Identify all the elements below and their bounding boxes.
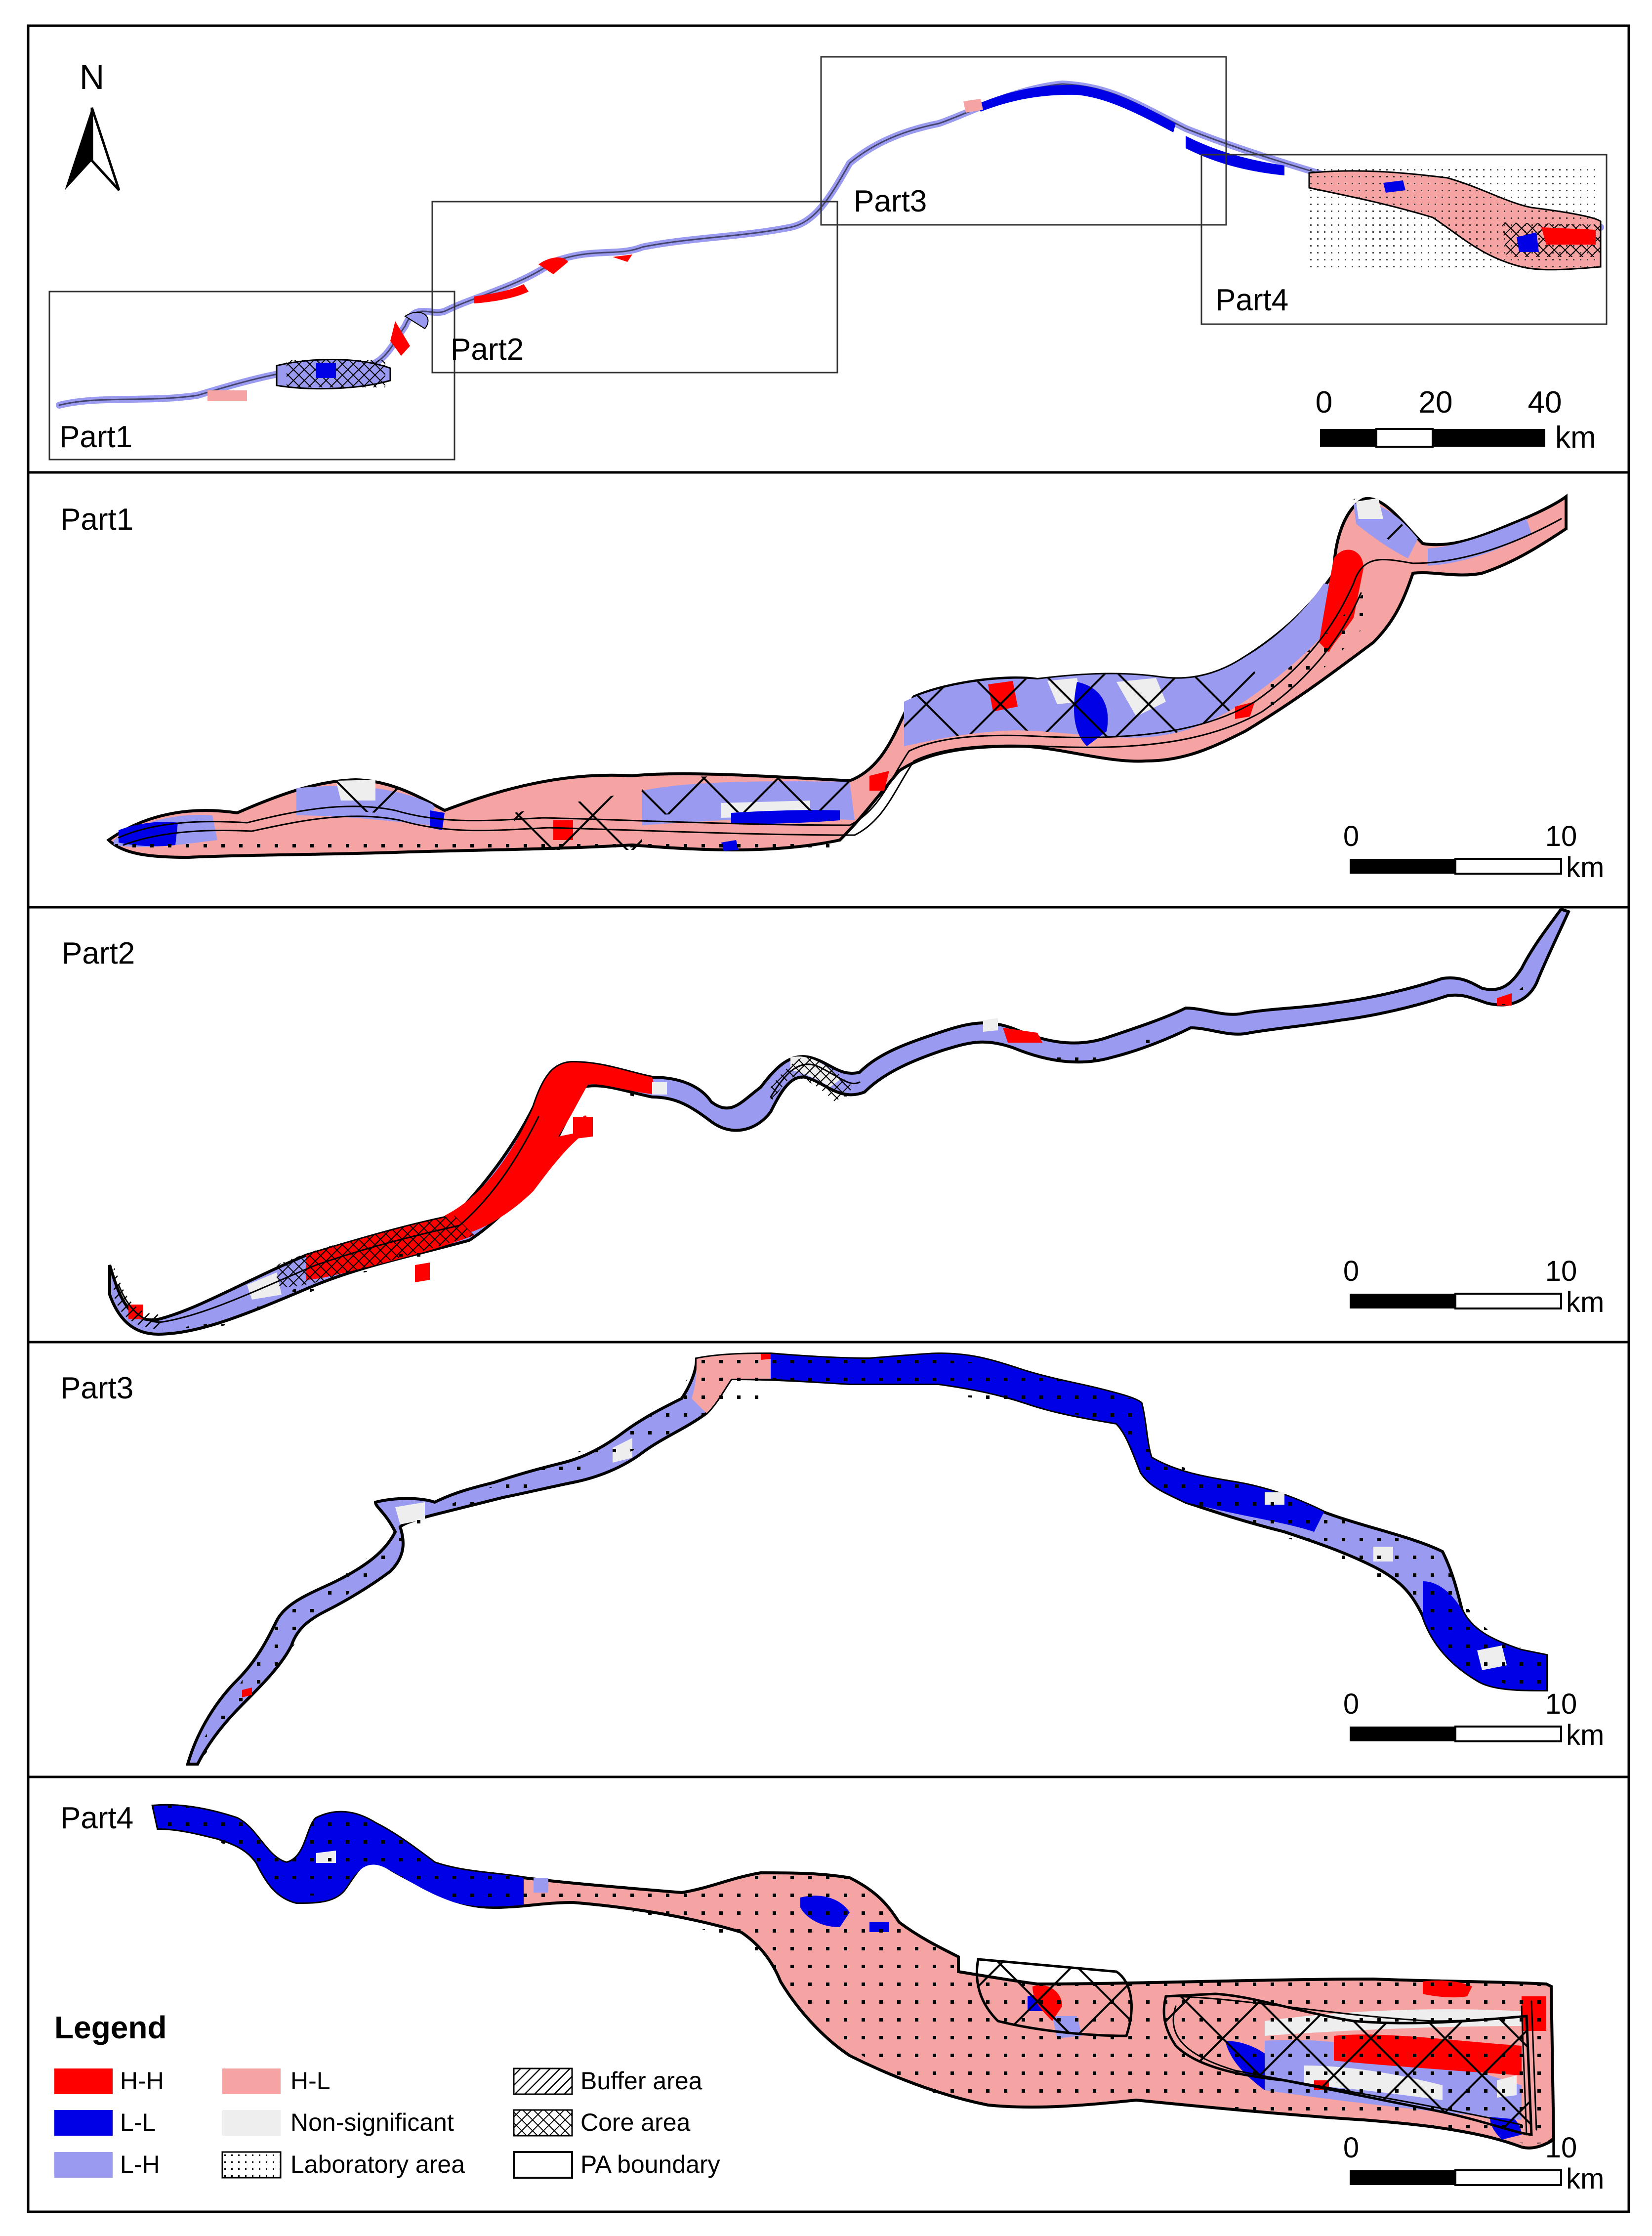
part3-scale-end: 10 [1545,1688,1577,1720]
legend-swatch-lh [54,2152,113,2178]
legend-label-ns: Non-significant [290,2109,454,2136]
part2-scale-end: 10 [1545,1255,1577,1287]
legend-swatch-ns [222,2110,281,2136]
north-arrow-icon: N [65,58,121,191]
legend-swatch-ll [54,2110,113,2136]
legend-label-hh: H-H [120,2067,164,2095]
legend-label-buffer: Buffer area [580,2067,702,2095]
legend-swatch-core [513,2109,573,2137]
part1-title: Part1 [60,503,133,537]
legend-title: Legend [54,2010,167,2045]
inset-label-part3: Part3 [854,184,927,218]
part3-panel: Part3 0 10 km [27,1341,1630,1778]
overview-scale-tick-40: 40 [1528,385,1562,420]
part4-scale-unit: km [1566,2163,1604,2195]
legend: Legend H-H L-L L-H H-L Non-significant L… [54,2010,720,2179]
part2-scale-bar: 0 10 km [1343,1255,1604,1318]
part2-title: Part2 [62,936,135,970]
part2-scale-start: 0 [1343,1255,1359,1287]
legend-label-hl: H-L [290,2067,330,2095]
part4-frame [27,1775,1630,2213]
part3-scale-unit: km [1566,1719,1604,1751]
part1-scale-unit: km [1566,851,1604,884]
legend-label-lh: L-H [120,2151,160,2178]
legend-swatch-pa [513,2151,573,2179]
part2-scale-unit: km [1566,1286,1604,1318]
overview-scale-bar: 0 20 40 km [1316,385,1596,455]
part4-scale-end: 10 [1545,2132,1577,2164]
part1-scale-bar: 0 10 km [1343,820,1604,884]
overview-scale-unit: km [1555,421,1596,455]
part1-scale-start: 0 [1343,820,1359,852]
inset-box-part2 [431,201,838,374]
legend-label-lab: Laboratory area [290,2151,465,2178]
north-label: N [80,58,105,96]
legend-label-ll: L-L [120,2109,156,2136]
legend-label-pa: PA boundary [580,2151,720,2178]
inset-box-part4 [1200,154,1608,325]
legend-swatch-hl [222,2068,281,2094]
inset-box-part3 [820,56,1227,226]
part3-scale-bar: 0 10 km [1343,1688,1604,1751]
part1-scale-end: 10 [1545,820,1577,852]
overview-scale-tick-20: 20 [1419,385,1453,420]
legend-swatch-hh [54,2068,113,2094]
inset-label-part1: Part1 [59,420,132,454]
part4-scale-start: 0 [1343,2132,1359,2164]
part3-title: Part3 [60,1371,133,1405]
inset-label-part2: Part2 [451,333,524,367]
part4-title: Part4 [60,1801,133,1835]
inset-box-part1 [48,291,455,461]
legend-label-core: Core area [580,2109,691,2136]
overview-panel: N [27,24,1630,474]
part1-panel: Part1 [27,471,1630,909]
part4-panel: Part4 [27,1775,1630,2213]
part3-scale-start: 0 [1343,1688,1359,1720]
part4-scale-bar: 0 10 km [1343,2132,1604,2195]
inset-label-part4: Part4 [1215,283,1288,317]
legend-swatch-buffer [513,2067,573,2095]
overview-river [56,80,1604,409]
part2-panel: Part2 0 10 km [27,906,1630,1344]
overview-scale-tick-0: 0 [1316,385,1332,420]
